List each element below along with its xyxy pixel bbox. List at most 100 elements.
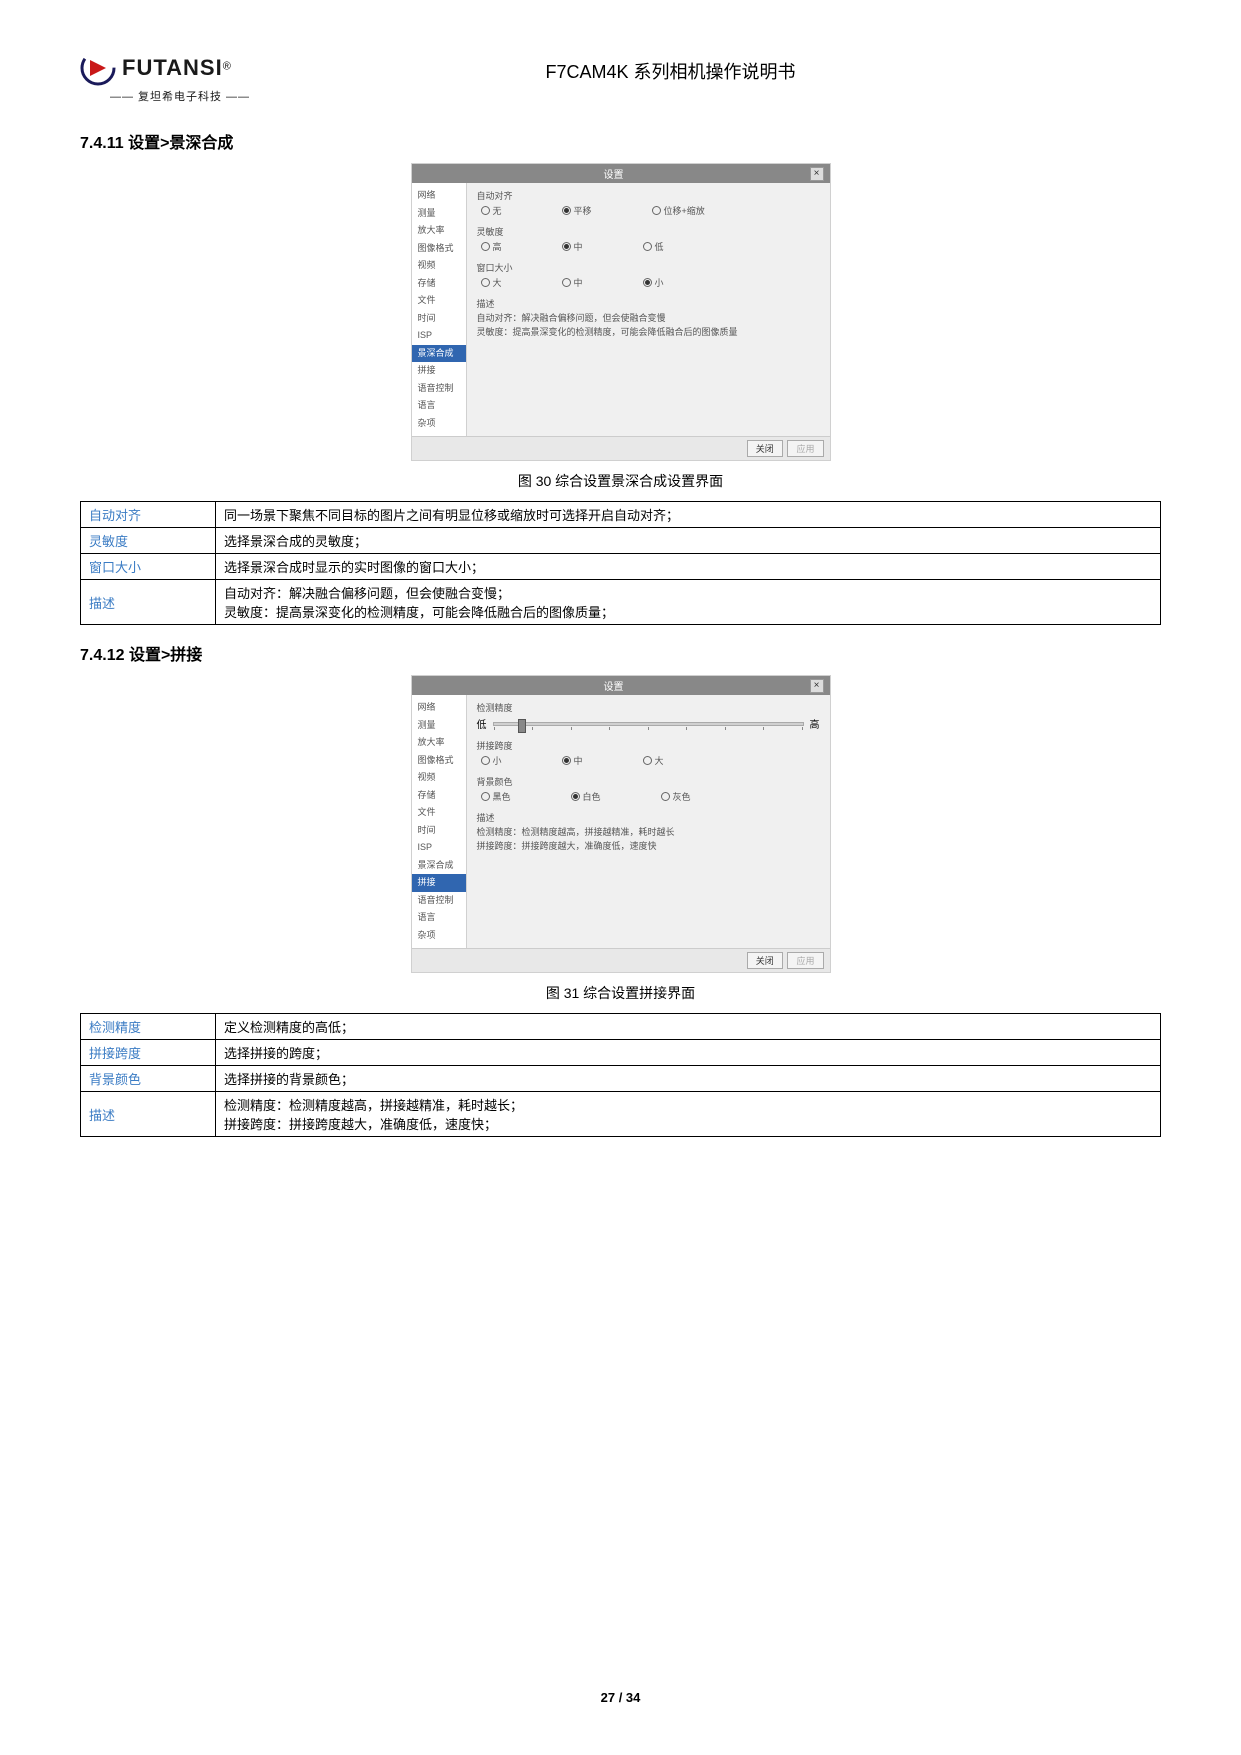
radio-option[interactable]: 低 [643,240,664,253]
sidebar-item[interactable]: 网络 [412,699,466,717]
sidebar-item[interactable]: 放大率 [412,734,466,752]
document-title: F7CAM4K 系列相机操作说明书 [180,50,1161,84]
sidebar-item[interactable]: 图像格式 [412,752,466,770]
radio-option[interactable]: 平移 [562,204,592,217]
sidebar-item[interactable]: 景深合成 [412,345,466,363]
sidebar-item[interactable]: 语音控制 [412,380,466,398]
cell-value: 检测精度：检测精度越高，拼接越精准，耗时越长； 拼接跨度：拼接跨度越大，准确度低… [216,1092,1161,1137]
sidebar-item[interactable]: 语言 [412,909,466,927]
sidebar-item[interactable]: 放大率 [412,222,466,240]
dialog-footer: 关闭 应用 [412,436,830,460]
radio-icon [481,242,490,251]
radio-icon [562,242,571,251]
radio-option[interactable]: 灰色 [661,790,691,803]
cell-value: 定义检测精度的高低； [216,1014,1161,1040]
sidebar-item[interactable]: 景深合成 [412,857,466,875]
radio-option[interactable]: 位移+缩放 [652,204,705,217]
slider-high-label: 高 [810,716,820,731]
radio-icon [481,792,490,801]
radio-option[interactable]: 大 [643,754,664,767]
radio-option[interactable]: 高 [481,240,502,253]
close-button[interactable]: 关闭 [747,440,783,457]
close-icon[interactable]: × [810,679,824,693]
precision-slider[interactable]: 低 高 [477,716,820,731]
sidebar-item[interactable]: 时间 [412,310,466,328]
desc-table-stitch: 检测精度 定义检测精度的高低； 拼接跨度 选择拼接的跨度； 背景颜色 选择拼接的… [80,1013,1161,1137]
radio-group-window: 大中小 [477,276,820,289]
sidebar-item[interactable]: 杂项 [412,927,466,945]
dialog-content: 自动对齐 无平移位移+缩放 灵敏度 高中低 窗口大小 大中小 描述 自动对齐：解… [467,183,830,436]
sidebar-item[interactable]: 拼接 [412,874,466,892]
radio-option[interactable]: 小 [481,754,502,767]
radio-label: 无 [493,204,502,217]
radio-option[interactable]: 中 [562,276,583,289]
sidebar-item[interactable]: 视频 [412,769,466,787]
radio-label: 高 [493,240,502,253]
desc-line-2: 拼接跨度：拼接跨度越大，准确度低，速度快 [477,840,820,854]
radio-icon [481,278,490,287]
cell-key: 灵敏度 [81,528,216,554]
sidebar-item[interactable]: 杂项 [412,415,466,433]
radio-label: 中 [574,754,583,767]
sidebar-item[interactable]: ISP [412,839,466,857]
page-header: FUTANSI® —— 复坦希电子科技 —— F7CAM4K 系列相机操作说明书 [80,50,1161,104]
sidebar-item[interactable]: 时间 [412,822,466,840]
cell-key: 自动对齐 [81,502,216,528]
page-total: 34 [626,1690,640,1705]
radio-option[interactable]: 中 [562,754,583,767]
radio-option[interactable]: 大 [481,276,502,289]
sidebar-item[interactable]: 网络 [412,187,466,205]
sidebar-item[interactable]: 测量 [412,717,466,735]
slider-track[interactable] [493,722,804,726]
sidebar-item[interactable]: 存储 [412,275,466,293]
section-heading-7-4-11: 7.4.11 设置>景深合成 [80,129,1161,153]
dialog-footer: 关闭 应用 [412,948,830,972]
radio-option[interactable]: 黑色 [481,790,511,803]
table-row: 自动对齐 同一场景下聚焦不同目标的图片之间有明显位移或缩放时可选择开启自动对齐； [81,502,1161,528]
radio-group-autoalign: 无 平移 位移+缩放 [477,204,820,217]
page-sep: / [615,1690,626,1705]
desc-line-1: 检测精度：检测精度越高，拼接越精准，耗时越长 [477,826,820,840]
table-row: 描述 自动对齐：解决融合偏移问题，但会使融合变慢； 灵敏度：提高景深变化的检测精… [81,580,1161,625]
radio-option[interactable]: 无 [481,204,502,217]
sidebar-item[interactable]: 视频 [412,257,466,275]
desc-line: 检测精度：检测精度越高，拼接越精准，耗时越长； [224,1095,1152,1114]
dialog-title-text: 设置 [418,166,810,181]
section-number: 7.4.12 [80,647,124,664]
radio-label: 灰色 [673,790,691,803]
radio-group-bgcolor: 黑色 白色 灰色 [477,790,820,803]
radio-option[interactable]: 小 [643,276,664,289]
desc-line: 灵敏度：提高景深变化的检测精度，可能会降低融合后的图像质量； [224,602,1152,621]
close-button[interactable]: 关闭 [747,952,783,969]
sidebar-item[interactable]: 文件 [412,292,466,310]
radio-label: 平移 [574,204,592,217]
radio-icon [562,206,571,215]
desc-line-2: 灵敏度：提高景深变化的检测精度，可能会降低融合后的图像质量 [477,326,820,340]
dialog-titlebar: 设置 × [412,676,830,695]
sidebar-item[interactable]: 测量 [412,205,466,223]
figure-caption-31: 图 31 综合设置拼接界面 [80,983,1161,1003]
section-number: 7.4.11 [80,135,124,152]
sidebar-item[interactable]: ISP [412,327,466,345]
apply-button[interactable]: 应用 [787,440,823,457]
apply-button[interactable]: 应用 [787,952,823,969]
table-row: 窗口大小 选择景深合成时显示的实时图像的窗口大小； [81,554,1161,580]
radio-label: 大 [493,276,502,289]
group-label-sensitivity: 灵敏度 [477,225,820,238]
sidebar-item[interactable]: 语音控制 [412,892,466,910]
close-icon[interactable]: × [810,167,824,181]
sidebar-item[interactable]: 拼接 [412,362,466,380]
sidebar-item[interactable]: 图像格式 [412,240,466,258]
sidebar-item[interactable]: 文件 [412,804,466,822]
sidebar-item[interactable]: 语言 [412,397,466,415]
radio-option[interactable]: 白色 [571,790,601,803]
sidebar-item[interactable]: 存储 [412,787,466,805]
desc-line: 拼接跨度：拼接跨度越大，准确度低，速度快； [224,1114,1152,1133]
settings-dialog-stitch: 设置 × 网络测量放大率图像格式视频存储文件时间ISP景深合成拼接语音控制语言杂… [411,675,831,973]
cell-key: 背景颜色 [81,1066,216,1092]
radio-icon [481,206,490,215]
section-prefix: 设置 [129,647,161,664]
radio-option[interactable]: 中 [562,240,583,253]
group-label-span: 拼接跨度 [477,739,820,752]
section-sep: > [161,647,170,664]
